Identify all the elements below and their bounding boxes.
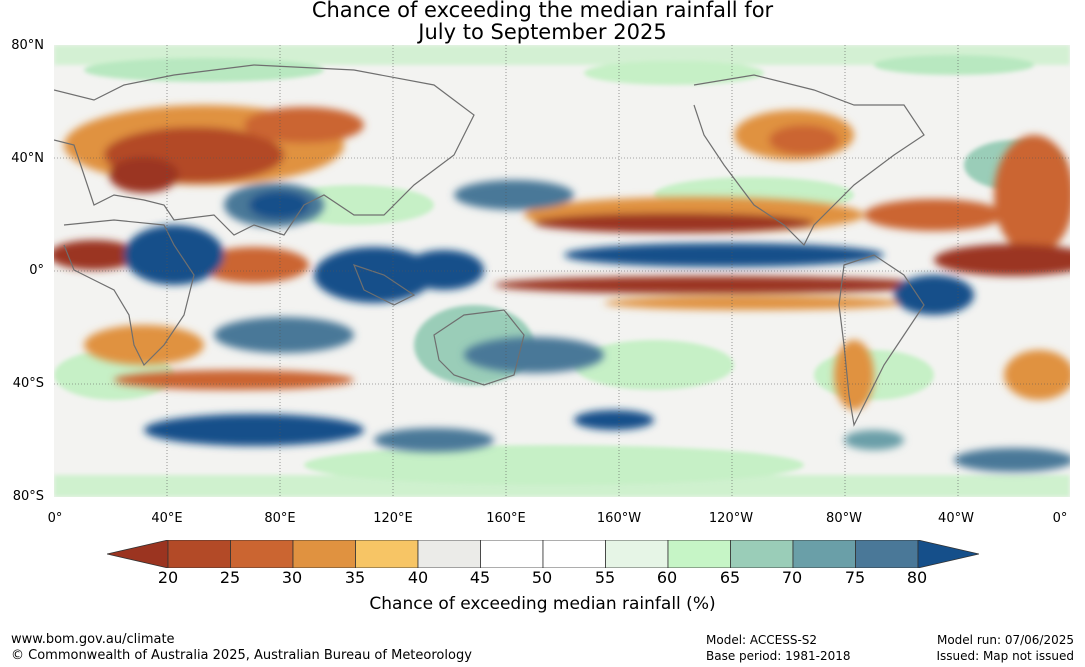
legend-swatch xyxy=(167,540,231,568)
legend-tick-60: 60 xyxy=(656,568,678,587)
legend-swatch xyxy=(667,540,731,568)
lon-label-0-right: 0° xyxy=(1052,511,1068,526)
footer-model-run: Model run: 07/06/2025 xyxy=(936,633,1074,647)
legend-swatch xyxy=(542,540,606,568)
legend-extend-high xyxy=(917,540,979,568)
lon-label-0-left: 0° xyxy=(47,511,63,526)
lat-label-40s: 40°S xyxy=(12,376,44,391)
legend-swatch xyxy=(480,540,544,568)
lon-label-160w: 160°W xyxy=(596,511,642,526)
legend-swatch xyxy=(230,540,294,568)
footer-base-period: Base period: 1981-2018 xyxy=(706,649,851,663)
footer-issued: Issued: Map not issued xyxy=(936,649,1074,663)
legend-colorbar xyxy=(107,540,979,568)
footer-copyright: © Commonwealth of Australia 2025, Austra… xyxy=(11,648,472,663)
lat-label-0: 0° xyxy=(29,263,44,278)
legend-tick-75: 75 xyxy=(844,568,866,587)
legend-tick-50: 50 xyxy=(531,568,553,587)
footer-model: Model: ACCESS-S2 xyxy=(706,633,818,647)
legend-swatch xyxy=(605,540,669,568)
map-canvas xyxy=(54,45,1070,497)
rainfall-probability-map xyxy=(54,45,1070,497)
lat-label-80s: 80°S xyxy=(12,489,44,504)
legend-extend-low xyxy=(107,540,169,568)
legend-swatch xyxy=(355,540,419,568)
legend-swatch xyxy=(730,540,794,568)
legend-swatch xyxy=(417,540,481,568)
lat-label-40n: 40°N xyxy=(11,151,44,166)
legend-tick-25: 25 xyxy=(219,568,241,587)
lon-label-80w: 80°W xyxy=(826,511,862,526)
lon-label-40w: 40°W xyxy=(938,511,974,526)
map-title-line-1: Chance of exceeding the median rainfall … xyxy=(311,0,774,22)
legend-tick-40: 40 xyxy=(407,568,429,587)
legend-swatch xyxy=(292,540,356,568)
legend-tick-80: 80 xyxy=(906,568,928,587)
legend-swatch xyxy=(855,540,919,568)
legend-swatch xyxy=(792,540,856,568)
lon-label-160e: 160°E xyxy=(486,511,526,526)
legend-tick-70: 70 xyxy=(781,568,803,587)
legend-tick-20: 20 xyxy=(157,568,179,587)
map-title-line-2: July to September 2025 xyxy=(418,20,667,44)
legend-tick-35: 35 xyxy=(344,568,366,587)
lon-label-120w: 120°W xyxy=(708,511,754,526)
legend-tick-55: 55 xyxy=(594,568,616,587)
legend-tick-45: 45 xyxy=(469,568,491,587)
legend-label: Chance of exceeding median rainfall (%) xyxy=(369,594,716,614)
legend-tick-30: 30 xyxy=(281,568,303,587)
legend-tick-65: 65 xyxy=(719,568,741,587)
lon-label-80e: 80°E xyxy=(264,511,296,526)
footer-site-url: www.bom.gov.au/climate xyxy=(11,632,175,647)
lon-label-40e: 40°E xyxy=(151,511,183,526)
lat-label-80n: 80°N xyxy=(11,38,44,53)
lon-label-120e: 120°E xyxy=(373,511,413,526)
